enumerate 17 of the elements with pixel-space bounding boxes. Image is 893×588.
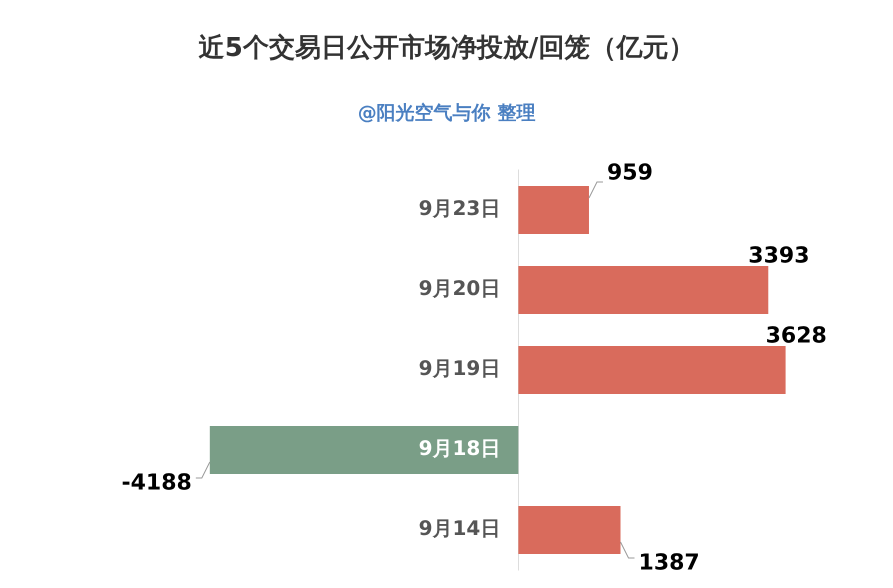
bar <box>518 506 621 554</box>
data-label: -4188 <box>121 470 192 496</box>
y-tick-label: 9月23日 <box>418 196 500 220</box>
chart-title: 近5个交易日公开市场净投放/回笼（亿元） <box>198 32 696 65</box>
data-label: 1387 <box>638 550 700 576</box>
y-tick-label: 9月14日 <box>418 516 500 540</box>
data-label: 959 <box>606 160 653 186</box>
bar <box>518 186 589 234</box>
y-tick-label: 9月19日 <box>418 356 500 380</box>
data-label: 3393 <box>748 244 810 269</box>
bar <box>210 426 518 474</box>
y-tick-label: 9月18日 <box>418 436 500 460</box>
data-label: 3628 <box>766 324 827 349</box>
bar <box>518 266 768 314</box>
chart-subtitle: @阳光空气与你 整理 <box>356 101 536 126</box>
y-tick-label: 9月20日 <box>418 276 500 300</box>
bar <box>518 346 786 394</box>
